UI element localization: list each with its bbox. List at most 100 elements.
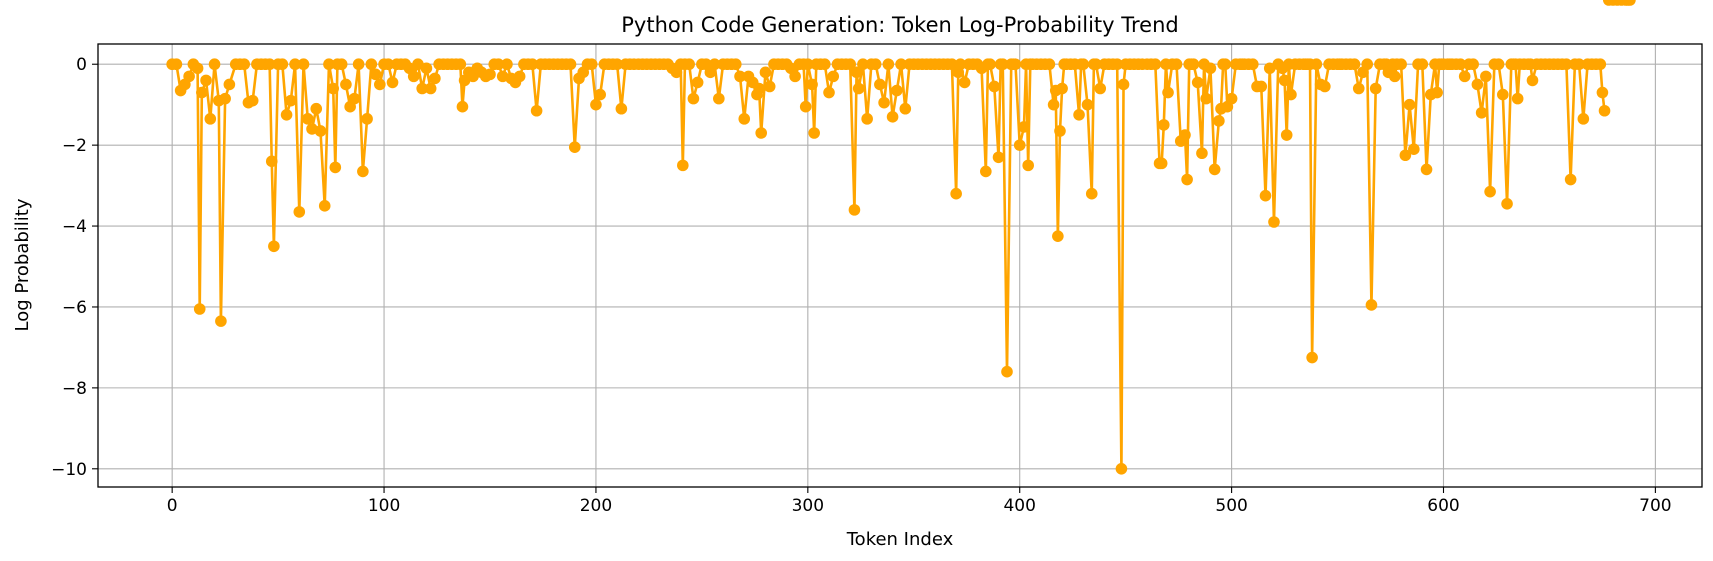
data-point (882, 58, 895, 71)
data-point (238, 58, 250, 71)
data-point (691, 76, 704, 89)
data-point (823, 86, 835, 99)
data-point (996, 58, 1009, 71)
data-point (848, 204, 861, 216)
data-point (1259, 189, 1272, 202)
data-point (1073, 109, 1085, 121)
data-point (1181, 173, 1193, 186)
data-point (734, 70, 746, 83)
data-point (352, 58, 365, 71)
data-point (263, 58, 276, 71)
data-point (1577, 113, 1590, 125)
data-point (196, 86, 208, 99)
data-point (1403, 98, 1416, 111)
data-point (590, 98, 602, 111)
data-point (1480, 70, 1492, 83)
data-point (1111, 58, 1123, 71)
data-point (1467, 58, 1479, 71)
data-point (1115, 462, 1128, 475)
data-point (1191, 76, 1204, 89)
data-point (501, 58, 513, 71)
data-point (276, 58, 289, 71)
data-point (713, 92, 725, 105)
data-point (1208, 163, 1221, 176)
data-point (687, 92, 700, 105)
data-point (1081, 98, 1094, 111)
data-point (1149, 58, 1162, 71)
data-point (1501, 198, 1513, 210)
data-point (1094, 82, 1107, 95)
y-tick-label: −6 (62, 298, 87, 318)
data-point (759, 66, 772, 79)
data-point (1187, 58, 1200, 71)
y-tick-label: 0 (76, 55, 87, 75)
data-point (492, 58, 505, 71)
data-point (369, 68, 382, 81)
x-tick-label: 0 (167, 496, 178, 516)
data-point (297, 58, 310, 71)
data-point (1475, 106, 1488, 119)
data-point (1255, 80, 1268, 93)
data-point (456, 100, 469, 113)
data-point (1365, 299, 1378, 311)
data-point (984, 58, 996, 71)
data-point (301, 113, 314, 125)
x-tick-label: 700 (1639, 496, 1671, 516)
data-point (1013, 139, 1026, 151)
data-point (869, 58, 882, 71)
data-point (429, 72, 441, 85)
data-point (1219, 58, 1232, 71)
data-point (808, 127, 820, 139)
data-point (1022, 159, 1034, 172)
data-point (361, 113, 373, 125)
data-point (1018, 121, 1030, 133)
data-point (314, 125, 327, 137)
data-point (1497, 88, 1509, 101)
data-point (285, 94, 297, 107)
data-point (193, 303, 206, 315)
data-point (799, 100, 812, 113)
data-point (992, 151, 1005, 164)
data-point (899, 102, 912, 115)
data-point (1458, 70, 1471, 83)
data-point (1352, 82, 1365, 95)
data-point (1596, 86, 1609, 99)
data-point (1431, 86, 1443, 99)
data-point (755, 127, 768, 139)
data-point (611, 58, 623, 71)
data-point (1598, 104, 1611, 117)
data-point (526, 58, 539, 71)
data-point (183, 70, 195, 83)
data-point (878, 96, 890, 109)
data-point (1052, 230, 1064, 242)
data-point (1247, 58, 1259, 71)
data-point (407, 70, 420, 83)
data-point (1268, 216, 1280, 228)
data-point (677, 159, 689, 172)
data-point (1454, 58, 1467, 71)
data-point (568, 141, 581, 153)
data-point (857, 58, 869, 71)
data-point (861, 113, 873, 125)
data-point (1043, 58, 1056, 71)
x-tick-label: 600 (1427, 496, 1459, 516)
data-point (1420, 163, 1433, 176)
data-point (289, 58, 301, 71)
data-point (886, 111, 899, 123)
x-axis-title: Token Index (846, 529, 954, 550)
plot-frame (97, 43, 1703, 488)
y-tick-label: −8 (62, 379, 87, 399)
data-point (513, 70, 526, 83)
data-point (594, 88, 606, 101)
data-point (708, 58, 721, 71)
data-point (200, 74, 212, 87)
data-point (215, 315, 227, 327)
data-point (1285, 88, 1297, 101)
data-point (1170, 58, 1183, 71)
y-tick-label: −10 (51, 460, 87, 480)
data-point (891, 84, 903, 97)
series-log-probability (166, 0, 1636, 475)
data-point (1560, 58, 1573, 71)
data-point (1416, 58, 1429, 71)
data-point (424, 82, 437, 95)
